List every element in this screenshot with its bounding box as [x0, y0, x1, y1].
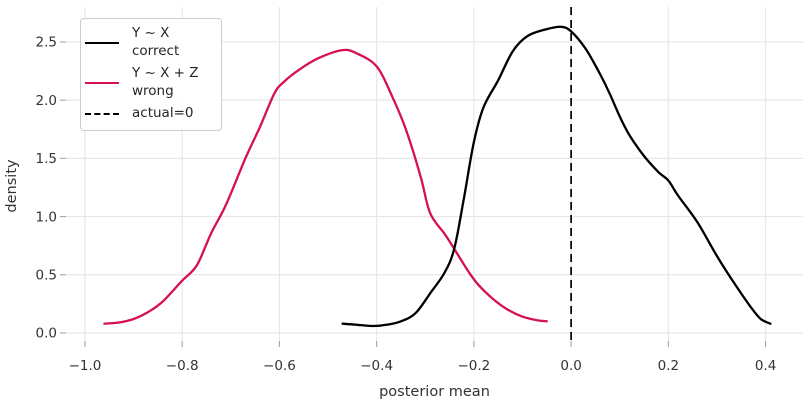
- x-tick-label: −0.2: [457, 358, 490, 374]
- legend-item-actual-zero: actual=0: [85, 105, 215, 123]
- legend-label-line1: Y ~ X: [132, 25, 170, 41]
- y-axis-label: density: [4, 159, 20, 213]
- y-tick-label: 0.0: [36, 326, 57, 342]
- y-tick-label: 0.5: [36, 267, 57, 283]
- legend-label-line1: actual=0: [132, 105, 194, 122]
- legend: Y ~ X correct Y ~ X + Z wrong actual=0: [80, 18, 222, 131]
- legend-line-sample-wrong: [85, 81, 119, 84]
- x-tick-label: −0.6: [263, 358, 296, 374]
- legend-label-actual-zero: actual=0: [132, 105, 193, 123]
- legend-label-wrong: Y ~ X + Z wrong: [132, 65, 199, 100]
- legend-item-correct: Y ~ X correct: [85, 25, 215, 60]
- density-curve-wrong: [103, 48, 548, 325]
- x-tick-label: −0.8: [166, 358, 199, 374]
- y-tick-label: 1.5: [36, 151, 57, 167]
- legend-label-line1: Y ~ X + Z: [132, 65, 199, 82]
- y-tick-label: 2.5: [36, 35, 57, 51]
- x-tick-label: 0.2: [658, 358, 679, 374]
- x-tick-label: 0.0: [560, 358, 581, 374]
- x-tick-label: 0.4: [755, 358, 776, 374]
- x-tick-label: −1.0: [69, 358, 102, 374]
- legend-line-sample-actual-zero: [85, 112, 119, 115]
- legend-item-wrong: Y ~ X + Z wrong: [85, 65, 215, 100]
- density-curve-correct: [341, 25, 772, 328]
- y-tick-label: 1.0: [36, 209, 57, 225]
- y-tick-label: 2.0: [36, 93, 57, 109]
- x-tick-label: −0.4: [360, 358, 393, 374]
- x-axis-label: posterior mean: [379, 384, 490, 400]
- legend-label-line2: wrong: [132, 82, 174, 99]
- legend-label-correct: Y ~ X correct: [132, 25, 179, 60]
- legend-line-sample-correct: [85, 41, 119, 44]
- legend-label-line2: correct: [132, 42, 180, 59]
